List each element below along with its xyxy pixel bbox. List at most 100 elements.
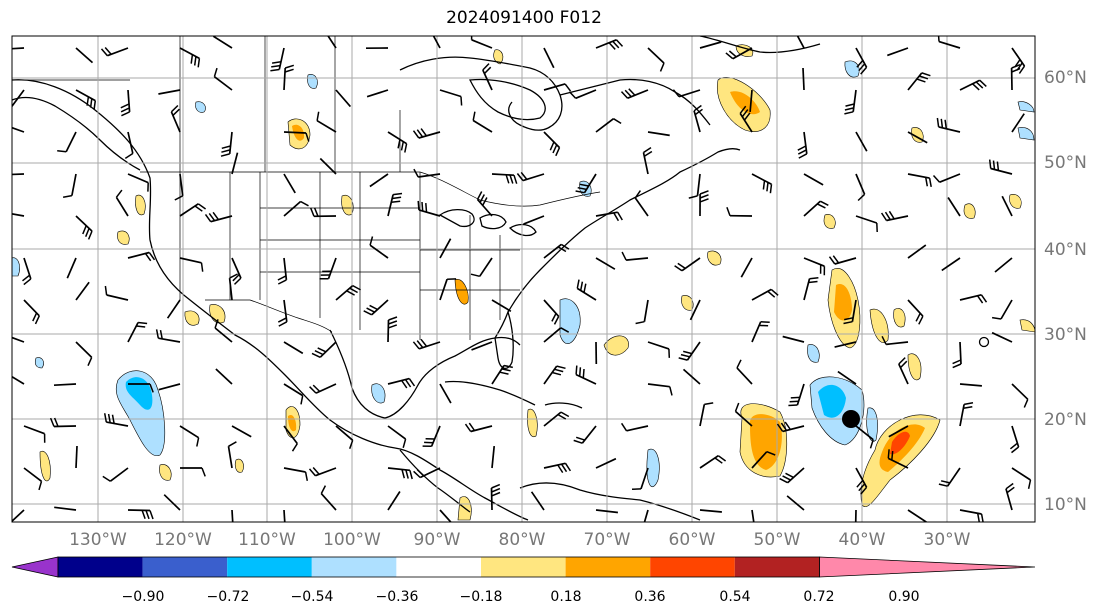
colorbar-tick-label: −0.90 <box>122 589 165 605</box>
wind-barb-staff <box>855 425 874 441</box>
wind-barb-staff <box>283 200 302 217</box>
wind-barb-staff <box>127 173 149 184</box>
wind-barb-flag <box>312 467 320 475</box>
lon-label: 110°W <box>238 530 296 550</box>
wind-barb-flag <box>400 141 405 151</box>
wind-barb-flag <box>214 319 219 329</box>
wind-barb-flag <box>2 41 6 49</box>
wind-barb-staff <box>854 509 857 522</box>
wind-barb-flag <box>770 288 779 296</box>
wind-barb-flag <box>174 195 184 201</box>
wind-barb-flag <box>145 510 150 520</box>
wind-barb-flag <box>560 463 568 473</box>
positive-anomaly <box>527 408 538 438</box>
wind-barb-flag <box>277 275 287 281</box>
wind-barb-staff <box>215 368 233 385</box>
wind-barb-staff <box>647 341 670 350</box>
wind-barb-staff <box>947 197 961 217</box>
wind-barb-flag <box>233 277 242 285</box>
wind-barb-staff <box>907 244 927 259</box>
wind-barb-flag <box>313 207 319 217</box>
wind-barb-staff <box>740 257 753 278</box>
lon-label: 30°W <box>924 530 971 550</box>
wind-barb-flag <box>898 357 906 365</box>
wind-barb-staff <box>439 89 462 98</box>
wind-barb-flag <box>479 194 485 203</box>
wind-barb-flag <box>743 112 751 121</box>
wind-barb-flag <box>1011 67 1021 73</box>
wind-barb-flag <box>309 386 317 394</box>
wind-barb-flag <box>220 153 230 157</box>
wind-barb-staff <box>855 215 878 224</box>
colorbar-segment <box>227 557 312 577</box>
colorbar-tick-label: 0.36 <box>634 589 665 605</box>
wind-barb-flag <box>138 321 148 325</box>
wind-barb-staff <box>1001 195 1013 217</box>
wind-barb-flag <box>401 469 406 479</box>
wind-barb-flag <box>683 350 693 355</box>
wind-barb-flag <box>680 353 690 358</box>
labrador <box>559 78 711 126</box>
wind-barb-flag <box>144 253 152 262</box>
wind-barb-flag <box>568 91 577 99</box>
wind-barb-staff <box>888 425 909 438</box>
wind-barb-staff <box>886 341 909 346</box>
wind-barb-flag <box>579 281 584 291</box>
wind-barb-flag <box>277 279 287 285</box>
wind-barb-staff <box>595 509 618 514</box>
wind-barb-staff <box>71 173 77 196</box>
wind-barb-flag <box>369 236 374 246</box>
wind-barb-flag <box>304 471 309 481</box>
wind-barb-flag <box>320 485 327 494</box>
wind-barb-staff <box>530 491 545 511</box>
lon-label: 40°W <box>839 530 886 550</box>
wind-barb-staff <box>643 299 649 322</box>
wind-barb-flag <box>628 88 636 96</box>
wind-barb-flag <box>201 467 206 477</box>
wind-barb-flag <box>634 527 643 528</box>
wind-barb-flag <box>23 278 32 286</box>
wind-barb-flag <box>766 451 776 456</box>
positive-anomaly <box>890 431 910 455</box>
wind-barb-flag <box>780 422 788 431</box>
wind-barb-staff <box>959 383 982 387</box>
wind-barb-staff <box>699 41 722 49</box>
wind-barb-staff <box>12 509 25 522</box>
wind-barb-flag <box>1011 446 1020 454</box>
wind-barb-flag <box>635 320 645 325</box>
wind-barb-flag <box>413 168 419 178</box>
wind-barb-flag <box>291 443 298 452</box>
wind-barb-staff <box>158 89 181 95</box>
wind-barb-flag <box>213 67 218 77</box>
wind-barb-staff <box>834 341 857 348</box>
negative-anomaly <box>1017 101 1035 113</box>
wind-barb-flag <box>856 479 864 488</box>
wind-barb-flag <box>197 203 207 210</box>
wind-barb-flag <box>204 213 212 223</box>
negative-anomaly <box>195 101 206 113</box>
wind-barb-flag <box>271 61 282 64</box>
greenland <box>699 36 821 54</box>
wind-barb-staff <box>214 327 233 343</box>
wind-barb-staff <box>439 238 452 259</box>
wind-barb-staff <box>751 509 755 522</box>
wind-barb-flag <box>270 68 280 72</box>
wind-barb-flag <box>860 66 868 75</box>
lat-label: 30°N <box>1044 325 1087 345</box>
wind-barb-flag <box>9 366 11 375</box>
wind-barb-flag <box>87 357 93 367</box>
wind-barb-staff <box>23 467 43 482</box>
wind-barb-flag <box>100 48 108 57</box>
wind-barb-staff <box>472 119 493 133</box>
wind-barb-staff <box>543 47 555 69</box>
wind-barb-flag <box>317 347 327 353</box>
wind-barb-flag <box>516 173 524 182</box>
great-lakes-2 <box>479 213 507 230</box>
wind-barb-flag <box>509 174 514 184</box>
wind-barb-staff <box>179 257 202 264</box>
wind-barb-flag <box>284 68 294 73</box>
wind-barb-flag <box>229 273 238 279</box>
wind-barb-staff <box>1000 299 1013 320</box>
wind-barb-flag <box>699 190 709 195</box>
wind-barb-flag <box>797 149 807 155</box>
